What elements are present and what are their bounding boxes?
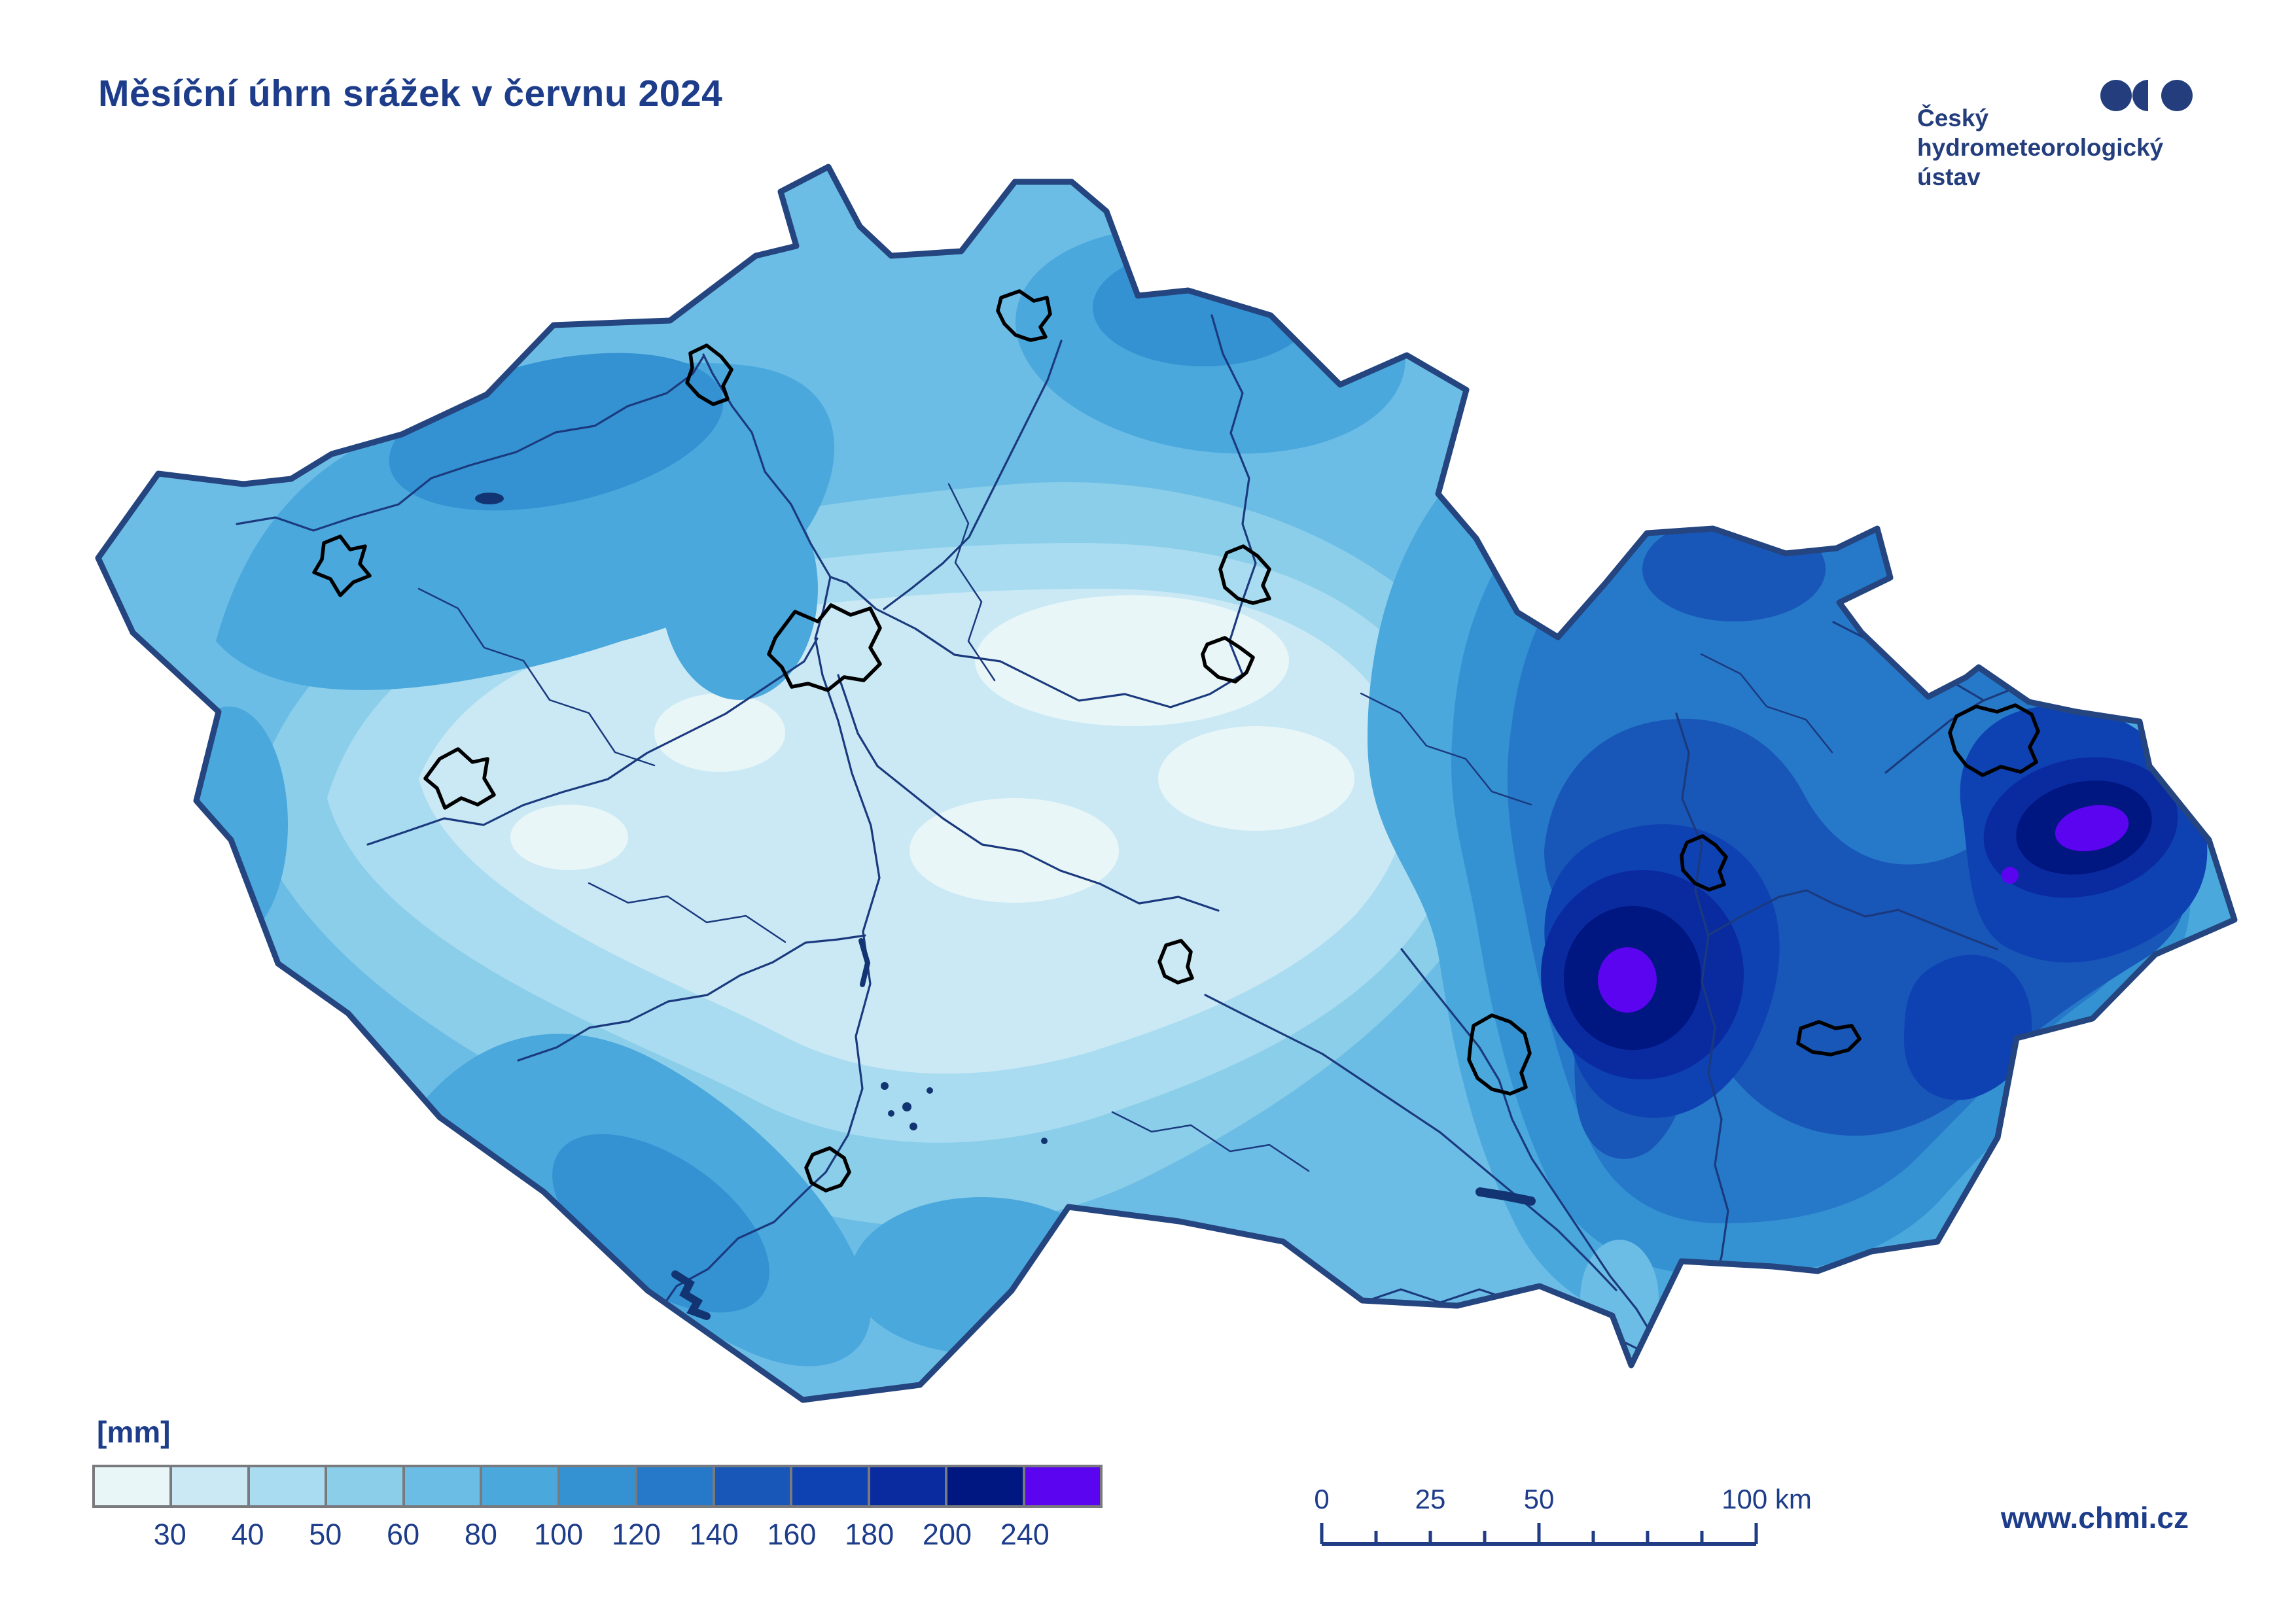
legend-tick-label: 80 [464,1518,497,1551]
legend-swatch [559,1467,635,1505]
legend-tick-label: 60 [387,1518,420,1551]
legend-swatch [404,1467,480,1505]
legend-tick-label: 240 [1000,1518,1050,1551]
legend-tick-label: 160 [767,1518,817,1551]
city-outline [1467,1013,1532,1096]
legend-swatch [947,1467,1023,1505]
legend-swatch [637,1467,713,1505]
city-outline [804,1146,851,1193]
page-title: Měsíční úhrn srážek v červnu 2024 [98,73,723,114]
city-outline [423,747,496,810]
scale-label-25: 25 [1415,1484,1446,1514]
reservoirs [475,493,1536,1320]
legend-unit-label: [mm] [97,1415,171,1449]
logo-line-3: ústav [1917,164,1981,190]
website-link[interactable]: www.chmi.cz [2000,1501,2189,1535]
city-outline [312,534,372,597]
legend-tick-label: 120 [611,1518,661,1551]
legend-tick-label: 180 [845,1518,894,1551]
chmi-logo-icon [2100,80,2193,111]
city-outline [685,343,733,406]
legend-tick-label: 200 [922,1518,972,1551]
legend-swatch [327,1467,402,1505]
city-outline [996,289,1052,342]
city-outline [1218,544,1271,605]
city-outline [1796,1020,1862,1056]
legend-tick-label: 30 [153,1518,186,1551]
scale-label-0: 0 [1314,1484,1330,1514]
legend-swatch [870,1467,945,1505]
logo-line-2: hydrometeorologický [1917,134,2164,161]
scale-label-100km: 100 km [1722,1484,1812,1514]
legend-swatch [249,1467,325,1505]
legend-tick-label: 140 [689,1518,739,1551]
legend-tick-label: 100 [534,1518,584,1551]
legend-swatch [95,1467,170,1505]
legend-swatch [482,1467,557,1505]
city-outlines [312,289,2040,1193]
rivers [236,314,2044,1365]
legend-swatch [792,1467,868,1505]
logo-line-1: Český [1917,105,1989,131]
city-outline [1680,834,1728,892]
legend-swatch [715,1467,790,1505]
city-outline [1201,636,1255,684]
city-outline [1948,703,2040,777]
legend-swatch [172,1467,247,1505]
chmi-logo-text: Český hydrometeorologický ústav [1917,103,2163,192]
legend-swatches [92,1465,1103,1508]
legend-tick-label: 40 [231,1518,264,1551]
scale-label-50: 50 [1523,1484,1555,1514]
city-outline [1157,939,1194,985]
legend-tick-label: 50 [309,1518,342,1551]
scale-ruler [1320,1523,1758,1546]
city-outline [767,603,882,692]
legend-swatch [1025,1467,1101,1505]
country-border [95,164,2238,1403]
